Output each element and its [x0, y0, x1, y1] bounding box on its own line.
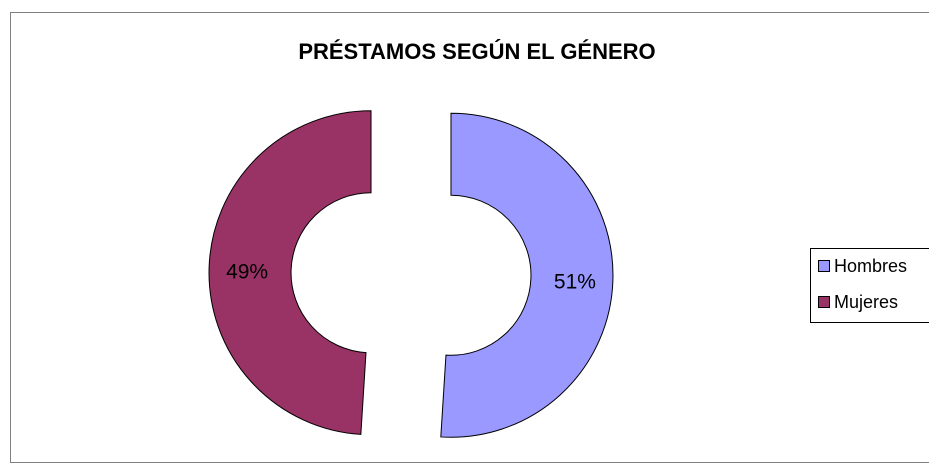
data-label: 51% — [554, 271, 596, 294]
legend-swatch — [818, 260, 830, 272]
legend-label: Hombres — [834, 256, 907, 276]
chart-title: PRÉSTAMOS SEGÚN EL GÉNERO — [298, 39, 655, 64]
donut-segment — [208, 110, 372, 435]
legend-label: Mujeres — [834, 292, 898, 312]
legend-box — [810, 248, 929, 323]
legend-swatch — [818, 296, 830, 308]
data-label: 49% — [226, 260, 268, 283]
donut-segment — [440, 112, 614, 438]
